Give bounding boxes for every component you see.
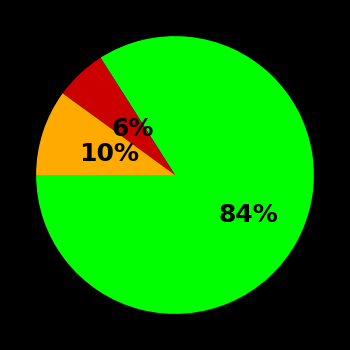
Wedge shape xyxy=(63,58,175,175)
Text: 6%: 6% xyxy=(111,118,153,141)
Text: 84%: 84% xyxy=(218,203,278,227)
Wedge shape xyxy=(36,93,175,175)
Wedge shape xyxy=(36,36,314,314)
Text: 10%: 10% xyxy=(79,141,139,166)
